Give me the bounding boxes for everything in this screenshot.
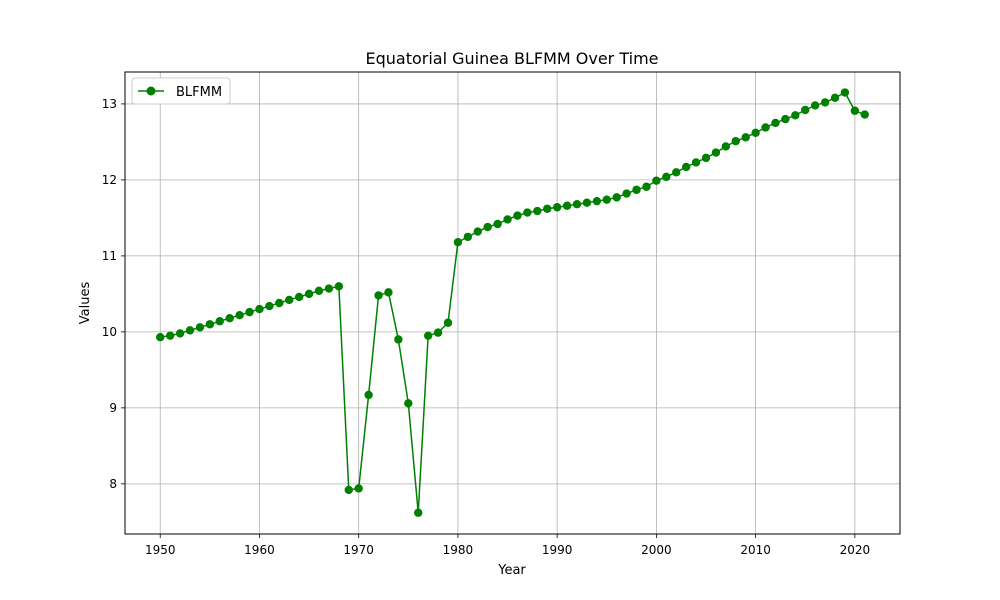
data-point [265,301,274,311]
data-point [433,328,443,337]
series-layer [156,88,869,517]
legend-label: BLFMM [176,85,222,100]
data-point [225,313,234,323]
data-point [354,484,363,493]
data-point [374,291,383,300]
data-point [642,182,651,191]
data-point [394,335,403,344]
data-point [414,508,423,517]
legend-box [131,77,231,105]
data-point [801,105,810,115]
data-point [175,329,185,338]
y-tick-label: 12 [102,173,117,187]
data-point [751,128,760,137]
data-point [235,310,244,320]
data-point [523,208,532,217]
data-point [205,320,215,329]
data-point [741,133,750,142]
y-tick-label: 13 [102,97,117,111]
data-point [691,158,701,167]
x-tick-label: 1970 [343,543,374,557]
x-tick-label: 1960 [244,543,275,557]
data-point [840,88,850,97]
data-point [562,201,572,210]
x-tick-label: 2010 [740,543,771,557]
data-point [622,189,631,198]
data-point [860,110,869,119]
data-point [672,168,681,177]
data-point [503,215,512,224]
data-point [850,106,860,115]
grid [125,72,900,534]
chart-title: Equatorial Guinea BLFMM Over Time [365,49,658,68]
data-point [423,331,433,340]
data-point [156,332,165,342]
x-axis-ticks: 1950 1960 1970 1980 1990 2000 2010 2020 [145,534,870,557]
data-point [334,282,344,291]
data-point [165,331,175,340]
data-point [711,148,721,157]
data-point [404,399,413,408]
data-point [324,284,334,293]
data-point [185,326,195,335]
data-point [830,93,840,103]
data-point [245,307,254,317]
data-point [443,318,453,327]
data-point [701,153,711,163]
data-point [543,204,552,213]
data-point [612,193,621,202]
data-point [314,286,324,296]
data-point [364,390,373,400]
data-point [731,136,740,146]
data-point [652,176,661,185]
data-point [493,219,502,229]
data-point [344,485,353,495]
data-point [453,238,463,247]
data-point [602,195,611,204]
x-axis-label: Year [497,563,526,578]
data-point [582,198,592,207]
y-tick-label: 8 [109,477,117,491]
y-tick-label: 11 [102,249,117,263]
x-tick-label: 1980 [443,543,474,557]
data-point [681,162,691,172]
data-point [384,288,393,297]
data-point [771,118,780,128]
data-point [572,200,582,209]
data-point [820,98,830,107]
y-tick-label: 9 [109,401,117,415]
data-point [463,232,473,242]
x-tick-label: 1990 [542,543,573,557]
data-point [483,222,492,232]
data-point [294,292,304,302]
data-point [255,304,264,314]
y-axis-label: Values [78,282,93,325]
data-point [304,289,314,299]
y-tick-label: 10 [102,325,117,339]
x-tick-label: 2000 [641,543,672,557]
data-point [552,203,562,212]
legend: BLFMM [131,77,231,105]
data-point [791,111,800,120]
data-point [632,185,641,194]
data-point [533,206,542,216]
data-point [215,317,224,326]
data-point [195,323,205,332]
data-point [592,196,602,206]
data-point [285,295,294,305]
data-point [662,172,671,182]
data-point [781,114,790,124]
x-tick-label: 1950 [145,543,176,557]
data-point [810,101,820,110]
x-tick-label: 2020 [840,543,871,557]
legend-marker [146,86,156,96]
data-point [761,123,770,132]
data-point [721,142,731,151]
data-point [513,211,522,220]
y-axis-ticks: 8 9 10 11 12 13 [102,97,125,491]
plot-frame [124,71,901,535]
data-point [275,298,284,308]
data-point [473,227,482,236]
